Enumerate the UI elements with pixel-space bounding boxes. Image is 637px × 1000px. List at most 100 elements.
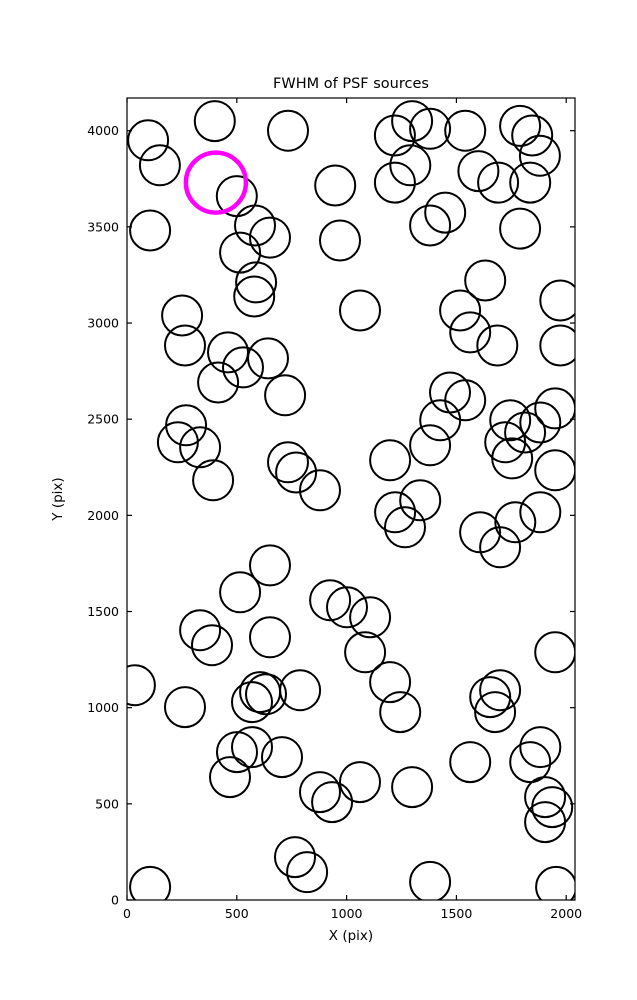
psf-source-circle [479,526,522,569]
psf-source-circle [274,836,316,879]
psf-source-circle [409,204,452,247]
psf-source-circle [449,311,492,354]
psf-source-circle [267,441,309,484]
psf-source-circle [326,586,368,629]
psf-source-circle [275,451,318,494]
psf-source-circle [209,756,251,799]
psf-source-circle [138,144,181,187]
x-tick-label: 0 [123,906,131,921]
x-tick-label: 2000 [550,906,582,921]
psf-source-circle [235,261,278,304]
psf-source-circle [379,691,422,734]
psf-source-circle [491,437,534,480]
psf-source-circle [474,691,517,734]
psf-source-circle [179,609,222,652]
psf-source-circle [444,109,487,152]
psf-source-circle [179,426,222,469]
psf-source-circle [374,491,417,534]
psf-source-circle [216,731,258,774]
psf-source-circle [449,741,492,784]
psf-sources-layer [127,100,575,900]
psf-source-circle [384,506,426,549]
plot-frame [126,97,576,901]
psf-source-circle [314,164,357,207]
psf-source-circle [249,616,291,659]
psf-source-circle [409,860,452,900]
psf-source-circle [261,736,303,779]
psf-source-circle [524,801,567,844]
psf-source-circle [127,664,156,707]
psf-source-circle [233,275,276,318]
psf-source-circle [409,107,452,150]
psf-source-circle [457,150,500,193]
psf-source-circle [239,671,282,714]
psf-source-circle [499,104,542,147]
psf-source-circle [164,686,206,729]
psf-source-circle [534,631,575,674]
psf-source-circle [439,289,482,332]
psf-source-circle [161,294,204,337]
y-tick-label: 3000 [87,316,119,331]
psf-source-circle [231,726,273,769]
psf-source-circle [424,191,467,234]
psf-source-circle [419,399,462,442]
psf-source-circle [164,324,206,367]
psf-source-circle [127,119,170,162]
psf-source-circle [539,324,575,367]
x-tick-label: 1500 [441,906,473,921]
psf-source-circle [539,279,575,322]
psf-source-circle [409,424,452,467]
psf-source-circle [339,289,381,332]
x-tick-label: 500 [225,906,249,921]
psf-source-circle [534,387,575,430]
y-axis-label: Y (pix) [50,477,66,521]
psf-source-circle [391,766,434,809]
psf-source-circle [129,865,172,900]
psf-source-circle [373,161,416,204]
psf-source-circle [231,681,273,724]
psf-source-circle [193,100,236,143]
chart-title: FWHM of PSF sources [273,76,429,92]
psf-source-circle [192,459,235,502]
psf-source-circle [319,219,361,262]
axis-tick-labels: 0 500 1000 1500 2000 0 500 1000 1500 2000 2500 3000… [87,123,582,921]
psf-source-circle [509,161,552,204]
psf-source-circle [476,324,519,367]
psf-source-circle [389,144,432,187]
psf-source-circle [479,669,522,712]
psf-source-circle [519,491,562,534]
psf-source-circle [391,100,434,143]
y-tick-label: 500 [95,796,119,811]
psf-source-circle [535,865,575,900]
psf-source-circle [245,673,287,716]
psf-source-circle [464,259,507,302]
psf-source-circle [249,216,291,259]
psf-source-circle [369,661,412,704]
y-tick-label: 1000 [87,700,119,715]
psf-source-circle [524,776,567,819]
psf-source-circle [267,109,309,152]
psf-source-circle [286,851,329,894]
psf-source-circle [247,337,289,380]
psf-source-circle [299,771,341,814]
y-tick-label: 3500 [87,219,119,234]
psf-source-circle [511,114,554,157]
psf-source-circle [504,411,547,454]
psf-source-circle [339,761,381,804]
psf-source-circle [518,134,561,177]
psf-source-circle [344,631,387,674]
psf-source-circle [499,207,542,250]
psf-source-circle [197,361,240,404]
psf-source-circle [489,399,532,442]
psf-source-circle [309,579,352,622]
psf-source-circle [373,114,416,157]
psf-source-circle [519,401,562,444]
psf-source-circle [129,209,172,252]
axis-ticks [126,98,575,901]
y-tick-label: 0 [111,893,119,908]
psf-source-circle [264,374,307,417]
psf-source-circle [222,346,264,389]
psf-source-circle [311,781,354,824]
highlighted-psf-circle [183,150,249,215]
